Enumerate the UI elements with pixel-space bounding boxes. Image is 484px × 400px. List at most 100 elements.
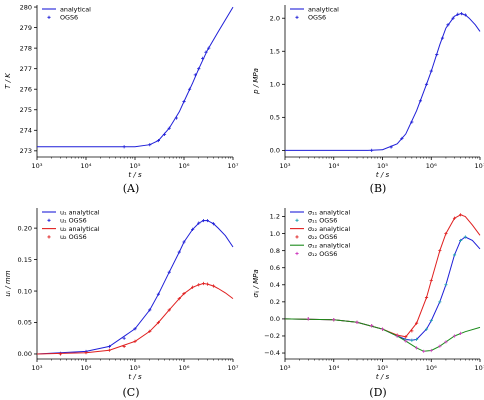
caption-b: (B) xyxy=(369,182,387,195)
legend-label: σ₁₂ OGS6 xyxy=(308,250,337,258)
series-marker xyxy=(191,227,195,231)
series-marker xyxy=(107,348,111,352)
caption-c: (C) xyxy=(122,386,140,399)
legend-swatch-marker xyxy=(295,235,299,239)
y-axis-label: p / MPa xyxy=(252,68,260,95)
series-marker xyxy=(459,213,463,217)
y-tick-label: 0.6 xyxy=(270,264,280,272)
series-marker xyxy=(107,344,111,349)
series-marker xyxy=(460,11,464,16)
x-tick-label: 10⁷ xyxy=(228,162,239,170)
series-marker xyxy=(429,278,433,283)
chart-panel-2: 10³ 10⁴ 10⁵ 10⁶ 10⁷ 0.0 0.5 1.0 1.5 2.0 t / s p / M… xyxy=(252,5,484,179)
series-marker xyxy=(435,52,439,57)
series-marker xyxy=(162,132,167,137)
x-tick-label: 10⁵ xyxy=(130,364,141,372)
x-tick-label: 10⁵ xyxy=(377,162,388,170)
series-marker xyxy=(193,73,197,77)
series-marker xyxy=(370,324,374,328)
series-marker xyxy=(167,270,171,274)
series-marker xyxy=(84,351,88,355)
x-tick-label: 10³ xyxy=(280,364,291,372)
y-tick-label: 0.05 xyxy=(18,319,32,327)
y-tick-label: 277 xyxy=(20,65,32,73)
x-tick-label: 10⁴ xyxy=(81,162,92,170)
y-tick-label: 0.20 xyxy=(18,224,32,232)
legend-label: u₁ OGS6 xyxy=(60,217,87,225)
series-marker xyxy=(148,329,152,333)
legend-label: σ₂₂ analytical xyxy=(308,225,350,233)
series-marker xyxy=(197,67,201,71)
x-axis-label: t / s xyxy=(128,373,142,381)
y-tick-label: 0.15 xyxy=(18,256,32,264)
series-marker xyxy=(452,216,457,220)
series-marker xyxy=(459,331,463,336)
series-marker xyxy=(306,317,310,321)
legend-swatch-marker xyxy=(47,218,51,222)
y-tick-label: −0.4 xyxy=(264,349,280,357)
series-marker xyxy=(191,285,195,289)
legend-label: σ₁₁ analytical xyxy=(308,208,350,216)
series-marker xyxy=(148,143,152,147)
series-marker xyxy=(438,300,442,304)
series-line-1 xyxy=(285,13,481,151)
legend-swatch-marker xyxy=(295,218,299,222)
x-tick-label: 10⁷ xyxy=(475,162,484,170)
series-marker xyxy=(211,222,216,226)
y-tick-label: 274 xyxy=(20,126,32,134)
series-marker xyxy=(201,56,205,61)
y-axis-label: σᵢⱼ / MPa xyxy=(252,269,260,297)
y-tick-label: 0.4 xyxy=(270,281,280,289)
series-marker xyxy=(167,126,171,130)
chart-panel-1: 10³ 10⁴ 10⁵ 10⁶ 10⁷ 273 274 275 276 277 278 279 280 t… xyxy=(4,3,239,179)
legend-swatch-marker xyxy=(295,15,299,19)
series-marker xyxy=(205,282,209,286)
series-marker xyxy=(148,308,152,312)
series-line-5 xyxy=(284,318,481,352)
series-marker xyxy=(133,327,137,331)
y-tick-label: −0.2 xyxy=(264,332,280,340)
y-tick-label: 0.2 xyxy=(270,298,280,306)
series-marker xyxy=(182,291,186,296)
x-axis-label: t / s xyxy=(376,373,390,381)
y-tick-label: 1.5 xyxy=(270,47,280,55)
y-tick-label: 0.0 xyxy=(270,147,280,155)
series-marker xyxy=(422,349,426,353)
series-marker xyxy=(429,348,433,353)
series-marker xyxy=(177,297,181,301)
x-tick-label: 10⁶ xyxy=(426,364,437,372)
series-marker xyxy=(156,138,160,143)
series-marker xyxy=(207,46,211,50)
y-tick-label: 1.0 xyxy=(270,230,280,238)
legend-label: u₂ analytical xyxy=(60,225,100,233)
series-marker xyxy=(197,283,201,287)
series-marker xyxy=(444,340,448,344)
y-axis-label: T / K xyxy=(4,72,12,89)
series-marker xyxy=(211,284,216,288)
series-marker xyxy=(370,148,374,152)
series-marker xyxy=(429,69,433,73)
legend-label: analytical xyxy=(60,5,91,13)
legend-label: OGS6 xyxy=(60,14,78,22)
y-tick-label: 0.00 xyxy=(18,350,32,358)
series-marker xyxy=(174,116,179,120)
series-marker xyxy=(404,339,408,343)
series-marker xyxy=(463,13,467,17)
x-tick-label: 10⁷ xyxy=(228,364,239,372)
series-marker xyxy=(205,218,209,223)
chart-panel-4: 10³ 10⁴ 10⁵ 10⁶ 10⁷ −0.4 −0.2 0.0 0.2 0.4 0.6 0.8 1.… xyxy=(252,208,484,381)
series-marker xyxy=(410,329,414,333)
series-marker xyxy=(156,320,160,325)
series-marker xyxy=(400,136,404,141)
series-marker xyxy=(463,235,467,239)
series-marker xyxy=(446,23,450,27)
series-marker xyxy=(414,337,419,341)
series-marker xyxy=(404,335,408,339)
series-marker xyxy=(395,334,399,338)
series-marker xyxy=(156,292,160,296)
x-tick-label: 10⁴ xyxy=(328,162,339,170)
series-marker xyxy=(451,16,455,20)
series-marker xyxy=(389,145,393,149)
x-tick-label: 10⁶ xyxy=(179,364,190,372)
y-tick-label: 0.8 xyxy=(270,247,280,255)
